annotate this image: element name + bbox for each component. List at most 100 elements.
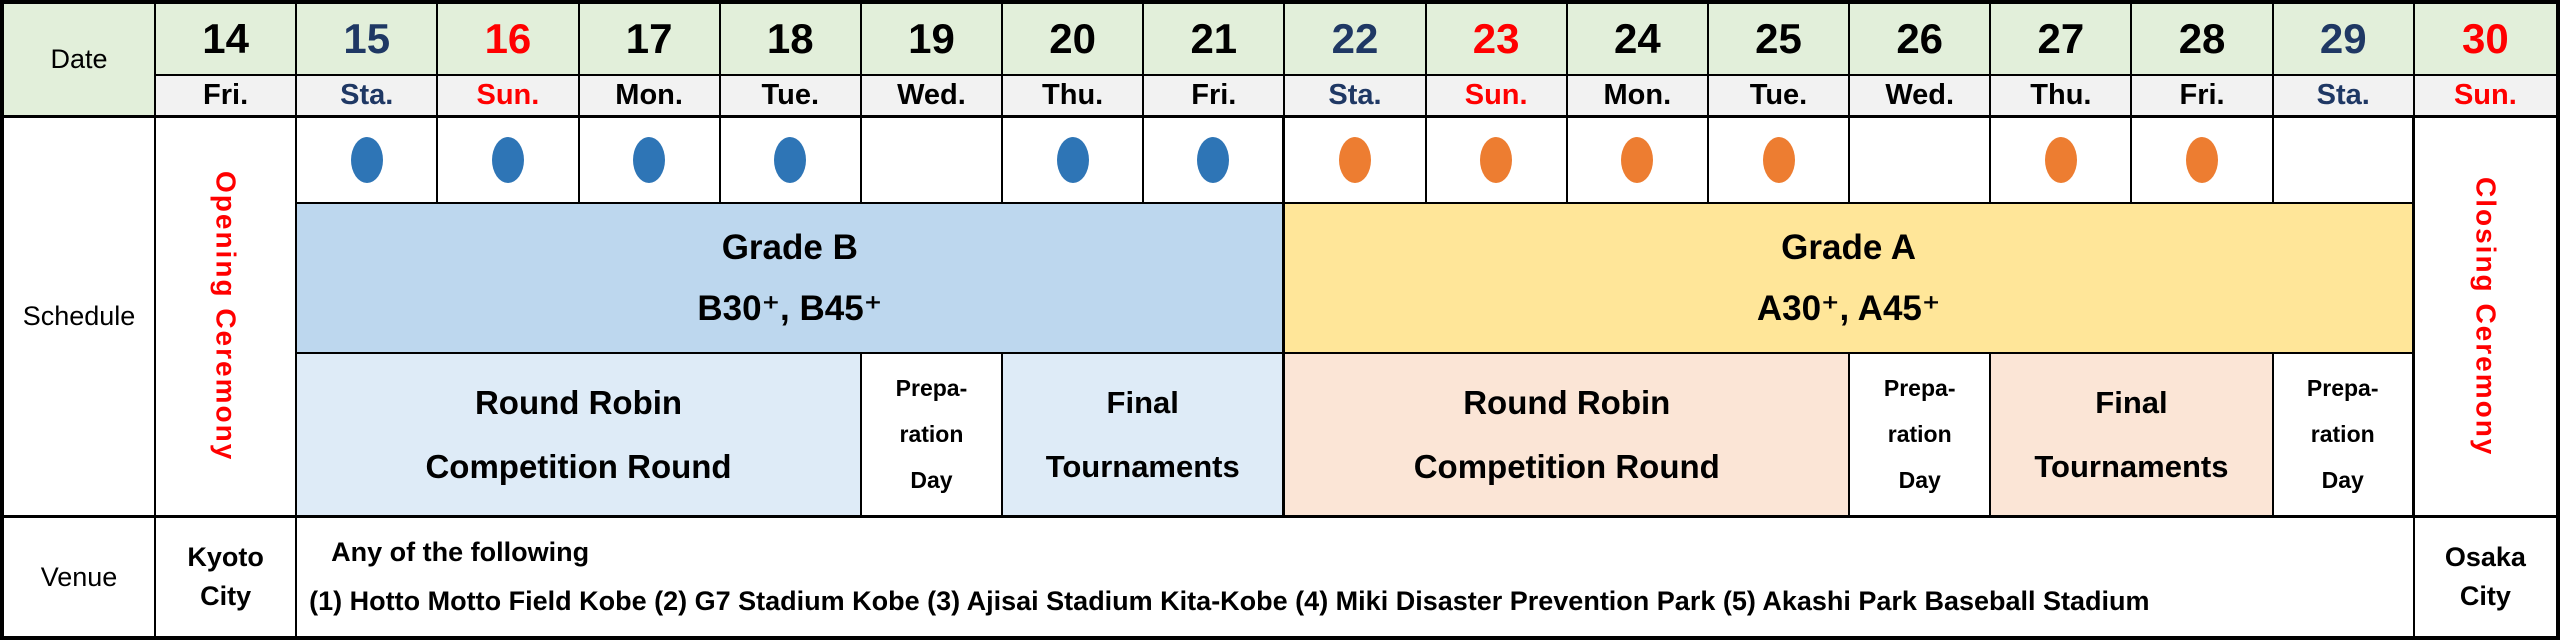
activity-dot-cell-20 xyxy=(1003,118,1145,204)
day-name: Thu. xyxy=(1042,79,1104,111)
day-cell-21: Fri. xyxy=(1144,76,1286,118)
date-cell-30: 30 xyxy=(2414,4,2556,76)
activity-dot-cell-22 xyxy=(1285,118,1427,204)
date-cell-16: 16 xyxy=(438,4,580,76)
prep-line2: ration xyxy=(2310,421,2375,447)
activity-dot-cell-25 xyxy=(1708,118,1851,204)
day-cell-25: Tue. xyxy=(1708,76,1851,118)
match-day-dot-icon xyxy=(1904,137,1936,183)
day-cell-23: Sun. xyxy=(1426,76,1568,118)
date-number: 20 xyxy=(1049,15,1096,62)
grade-b-round-robin: Round Robin Competition Round xyxy=(297,354,862,518)
day-cell-28: Fri. xyxy=(2132,76,2274,118)
round-robin-line1: Round Robin xyxy=(1463,383,1671,421)
day-cell-22: Sta. xyxy=(1285,76,1427,118)
day-name: Wed. xyxy=(897,79,966,111)
date-cell-23: 23 xyxy=(1426,4,1568,76)
day-cell-20: Thu. xyxy=(1003,76,1145,118)
grade-a-title: Grade A xyxy=(1781,228,1917,267)
match-day-dot-icon xyxy=(2186,137,2219,183)
date-cell-17: 17 xyxy=(579,4,721,76)
date-cell-29: 29 xyxy=(2273,4,2415,76)
day-cell-16: Sun. xyxy=(438,76,580,118)
grade-a-final-tournaments: Final Tournaments xyxy=(1991,354,2274,518)
match-day-dot-icon xyxy=(915,137,947,183)
date-row-label: Date xyxy=(50,44,108,74)
day-name: Fri. xyxy=(203,79,249,111)
date-number: 29 xyxy=(2319,15,2367,62)
closing-ceremony-cell: Closing Ceremony xyxy=(2414,118,2556,518)
day-cell-14: Fri. xyxy=(156,76,298,118)
date-number: 14 xyxy=(202,15,249,62)
activity-dot-cell-15 xyxy=(297,118,439,204)
day-name: Thu. xyxy=(2030,79,2092,111)
match-day-dot-icon xyxy=(350,137,383,183)
date-number: 16 xyxy=(484,15,532,62)
date-cell-21: 21 xyxy=(1144,4,1286,76)
date-number: 15 xyxy=(343,15,391,62)
activity-dot-cell-27 xyxy=(1991,118,2133,204)
prep-line2: ration xyxy=(899,421,964,447)
date-cell-19: 19 xyxy=(861,4,1004,76)
match-day-dot-icon xyxy=(1197,137,1230,183)
date-number: 24 xyxy=(1613,15,1661,62)
day-name: Wed. xyxy=(1885,79,1955,111)
day-cell-15: Sta. xyxy=(297,76,439,118)
day-cell-29: Sta. xyxy=(2273,76,2415,118)
date-number: 17 xyxy=(625,15,673,62)
venue-row-label: Venue xyxy=(40,561,118,592)
date-number: 21 xyxy=(1190,15,1238,62)
date-number: 22 xyxy=(1331,15,1379,62)
day-name: Sun. xyxy=(476,79,540,111)
prep-line3: Day xyxy=(910,467,953,493)
preparation-day-29: Prepa- ration Day xyxy=(2273,354,2415,518)
row-label-date: Date xyxy=(4,4,156,118)
date-number: 27 xyxy=(2037,15,2085,62)
match-day-dot-icon xyxy=(1338,137,1371,183)
activity-dot-cell-17 xyxy=(579,118,721,204)
date-number: 18 xyxy=(766,15,814,62)
date-cell-20: 20 xyxy=(1003,4,1145,76)
day-name: Fri. xyxy=(2179,79,2225,111)
match-day-dot-icon xyxy=(774,137,807,183)
round-robin-line2: Competition Round xyxy=(1413,448,1720,486)
day-cell-18: Tue. xyxy=(720,76,862,118)
osaka-line1: Osaka xyxy=(2444,542,2526,572)
day-name: Mon. xyxy=(1603,79,1672,111)
row-label-schedule: Schedule xyxy=(4,118,156,518)
day-cell-26: Wed. xyxy=(1850,76,1992,118)
row-label-venue: Venue xyxy=(4,518,156,636)
day-cell-19: Wed. xyxy=(861,76,1004,118)
opening-ceremony-cell: Opening Ceremony xyxy=(156,118,298,518)
grade-a-round-robin: Round Robin Competition Round xyxy=(1285,354,1851,518)
match-day-dot-icon xyxy=(1480,137,1513,183)
day-name: Tue. xyxy=(761,79,820,111)
prep-line1: Prepa- xyxy=(895,375,968,401)
date-number: 26 xyxy=(1896,15,1944,62)
prep-line1: Prepa- xyxy=(1883,375,1956,401)
match-day-dot-icon xyxy=(491,137,524,183)
day-name: Sta. xyxy=(2316,79,2370,111)
day-cell-17: Mon. xyxy=(579,76,721,118)
kyoto-line1: Kyoto xyxy=(187,542,264,572)
round-robin-line2: Competition Round xyxy=(425,448,732,486)
date-number: 30 xyxy=(2462,15,2509,62)
grade-b-block: Grade B B30⁺, B45⁺ xyxy=(297,204,1286,354)
date-cell-27: 27 xyxy=(1991,4,2133,76)
day-name: Tue. xyxy=(1749,79,1808,111)
grade-a-classes: A30⁺, A45⁺ xyxy=(1756,289,1941,328)
prep-line3: Day xyxy=(2321,467,2364,493)
venue-intro: Any of the following xyxy=(331,536,590,567)
venue-kyoto-city: Kyoto City xyxy=(156,518,298,636)
grade-a-block: Grade A A30⁺, A45⁺ xyxy=(1285,204,2415,354)
activity-dot-cell-29 xyxy=(2273,118,2415,204)
date-cell-14: 14 xyxy=(156,4,298,76)
final-line1: Final xyxy=(2095,385,2168,420)
venue-osaka-city: Osaka City xyxy=(2414,518,2556,636)
day-name: Mon. xyxy=(615,79,683,111)
activity-dot-cell-24 xyxy=(1567,118,1709,204)
activity-dot-cell-21 xyxy=(1144,118,1286,204)
date-cell-28: 28 xyxy=(2132,4,2274,76)
day-cell-24: Mon. xyxy=(1567,76,1709,118)
venue-options-list: (1) Hotto Motto Field Kobe (2) G7 Stadiu… xyxy=(309,586,2150,617)
